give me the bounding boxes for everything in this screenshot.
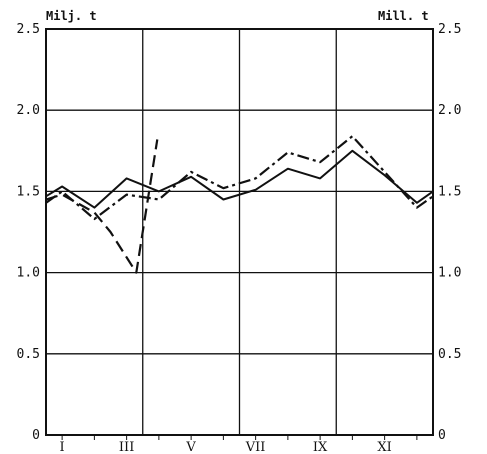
- series-line-solid: [45, 149, 434, 209]
- y-axis-unit-right: Mill. t: [378, 9, 429, 23]
- y-tick-label-right: 2.5: [438, 22, 461, 37]
- chart-labels: 0 00.5 0.51.0 1.01.5 1.52.0 2.02.5 2.5I III V VII…: [17, 22, 462, 454]
- x-tick-label: I: [60, 440, 65, 454]
- chart-grid: [45, 28, 434, 440]
- y-axis-unit-left: Milj. t: [46, 9, 97, 23]
- y-tick-label-right: 1.0: [438, 266, 461, 281]
- x-tick-label: VII: [245, 440, 266, 454]
- y-tick-label-right: 2.0: [438, 103, 461, 118]
- y-tick-label-right: 0.5: [438, 347, 461, 362]
- y-tick-label-left: 0: [32, 428, 40, 443]
- x-tick-label: IX: [313, 440, 328, 454]
- y-tick-label-left: 0.5: [17, 347, 40, 362]
- y-tick-label-left: 1.5: [17, 184, 40, 199]
- x-tick-label: V: [185, 440, 196, 454]
- series-line-dash-dot: [45, 135, 434, 221]
- y-tick-label-left: 2.5: [17, 22, 40, 37]
- y-tick-label-right: 0: [438, 428, 446, 443]
- chart-series: [45, 135, 434, 274]
- x-tick-label: XI: [377, 440, 391, 454]
- y-tick-label-right: 1.5: [438, 184, 461, 199]
- x-tick-label: III: [119, 440, 134, 454]
- y-tick-label-left: 2.0: [17, 103, 40, 118]
- series-line-dashed: [45, 139, 159, 274]
- y-tick-label-left: 1.0: [17, 266, 40, 281]
